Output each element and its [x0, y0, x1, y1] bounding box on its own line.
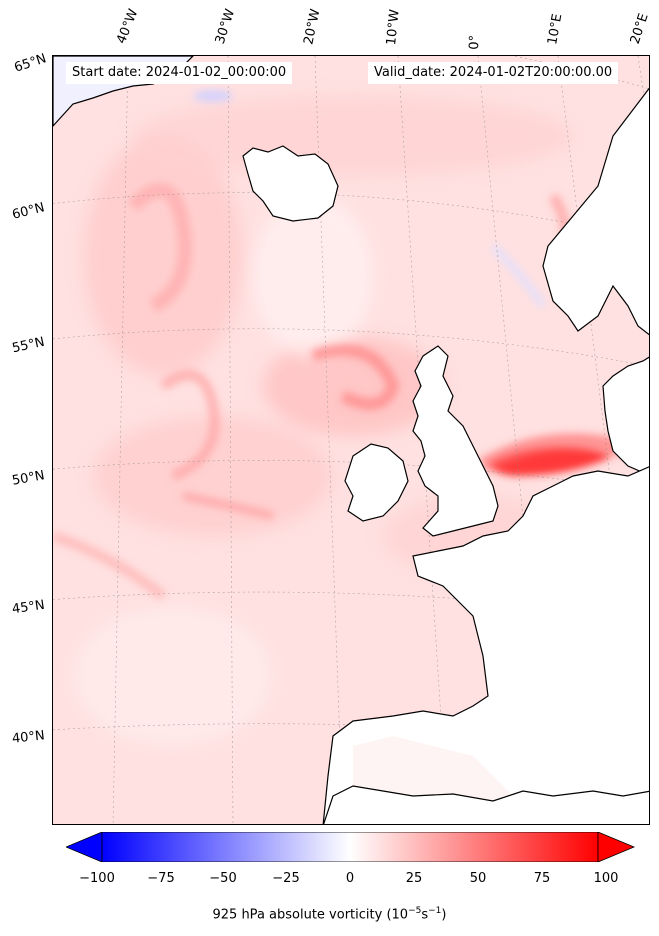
lon-label-30w: 30°W — [212, 7, 239, 46]
africa-coast — [323, 785, 649, 824]
lon-label-20w: 20°W — [301, 7, 324, 46]
colorbar-label-mid: s — [421, 907, 429, 923]
colorbar-tick-label: 75 — [533, 871, 551, 886]
colorbar-extend-high — [597, 831, 636, 863]
colorbar-tick-label: −25 — [272, 871, 300, 886]
britain-coast — [412, 345, 499, 537]
scandinavia-south-coast — [602, 356, 649, 476]
colorbar-tick-label: 100 — [593, 871, 619, 886]
valid-date-label: Valid_date: 2024-01-02T20:00:00.00 — [368, 62, 619, 84]
lat-label-40n: 40°N — [11, 728, 46, 747]
lon-label-20e: 20°E — [627, 11, 652, 47]
colorbar-tick-label: 50 — [469, 871, 487, 886]
colorbar-label: 925 hPa absolute vorticity (10−5s−1) — [0, 906, 659, 922]
lon-label-40w: 40°W — [114, 7, 142, 46]
colorbar-label-end: ) — [441, 907, 447, 923]
lat-label-50n: 50°N — [10, 468, 46, 489]
lon-label-10e: 10°E — [545, 12, 566, 46]
vorticity-map — [52, 55, 650, 825]
ireland-coast — [344, 443, 409, 522]
colorbar-extend-low — [64, 831, 103, 863]
norway-coast — [542, 87, 649, 336]
colorbar-tick-label: −50 — [209, 871, 237, 886]
lat-label-65n: 65°N — [12, 51, 49, 76]
colorbar-tick-label: 0 — [345, 871, 355, 886]
colorbar-tick-label: −75 — [147, 871, 175, 886]
lat-label-60n: 60°N — [10, 200, 47, 223]
start-date-label: Start date: 2024-01-02_00:00:00 — [66, 62, 293, 84]
lon-label-0: 0° — [467, 34, 483, 50]
colorbar-label-exp2: −1 — [428, 906, 442, 916]
lon-label-10w: 10°W — [384, 8, 403, 47]
lat-label-55n: 55°N — [10, 334, 46, 357]
colorbar — [64, 831, 636, 866]
colorbar-label-main: 925 hPa absolute vorticity (10 — [212, 907, 409, 923]
colorbar-tick-label: −100 — [79, 871, 115, 886]
colorbar-tick-label: 25 — [405, 871, 423, 886]
colorbar-gradient — [101, 831, 599, 863]
europe-coast — [322, 466, 649, 824]
iceland-coast — [242, 145, 339, 222]
colorbar-label-exp1: −5 — [408, 906, 422, 916]
lat-label-45n: 45°N — [11, 597, 46, 618]
